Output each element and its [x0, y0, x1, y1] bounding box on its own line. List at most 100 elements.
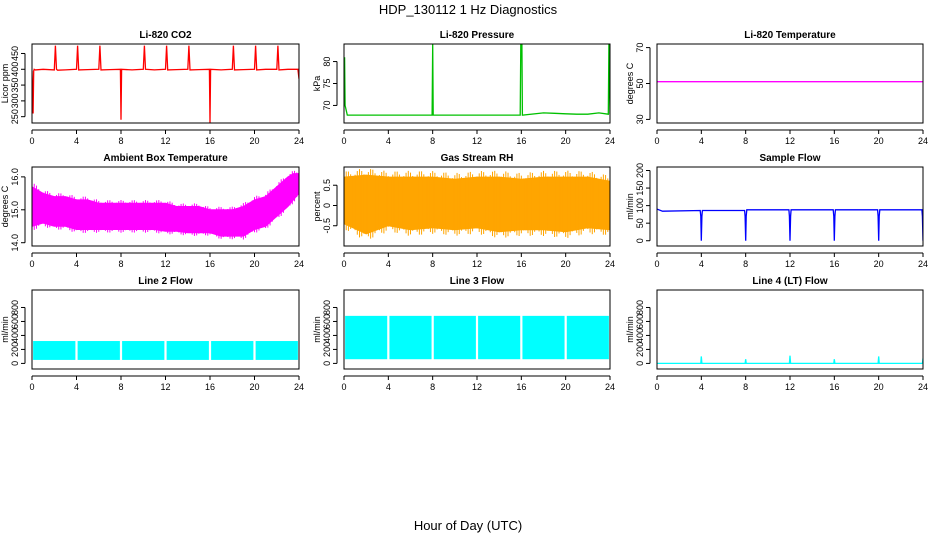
- x-tick-label: 24: [918, 259, 928, 269]
- x-tick-label: 20: [249, 259, 259, 269]
- y-tick-label: 100: [635, 198, 645, 213]
- series-line2: [33, 341, 298, 360]
- x-tick-label: 16: [829, 259, 839, 269]
- x-tick-label: 4: [699, 136, 704, 146]
- y-tick-label: 50: [635, 218, 645, 228]
- y-tick-label: 600: [10, 314, 20, 329]
- y-axis-label: ml/min: [312, 316, 322, 343]
- y-tick-label: 0.5: [322, 179, 332, 192]
- y-tick-label: 800: [635, 300, 645, 315]
- x-tick-label: 8: [430, 136, 435, 146]
- x-tick-label: 8: [430, 382, 435, 392]
- y-tick-label: 200: [10, 342, 20, 357]
- x-tick-label: 0: [341, 382, 346, 392]
- x-tick-label: 20: [561, 136, 571, 146]
- x-tick-label: 16: [829, 136, 839, 146]
- figure-title: HDP_130112 1 Hz Diagnostics: [378, 2, 558, 17]
- x-tick-label: 16: [205, 259, 215, 269]
- x-tick-label: 20: [561, 382, 571, 392]
- x-tick-label: 24: [918, 382, 928, 392]
- x-tick-label: 0: [654, 136, 659, 146]
- y-tick-label: 350: [10, 78, 20, 93]
- y-tick-label: -0.5: [322, 218, 332, 234]
- panel-frame: [31, 166, 300, 247]
- x-tick-label: 16: [516, 259, 526, 269]
- x-tick-label: 20: [249, 136, 259, 146]
- x-tick-label: 4: [386, 382, 391, 392]
- panel-line3: Line 3 Flow 0 4 8 12 16 20 24 0 200400600800ml/mi…: [312, 276, 615, 392]
- panel-sample_flow: Sample Flow 0 4 8 12 16 20 24 0 50 100 150 200 ml/min: [625, 153, 928, 269]
- panel-title: Ambient Box Temperature: [103, 153, 228, 164]
- panel-title: Li-820 Temperature: [744, 30, 836, 41]
- y-tick-label: 450: [10, 46, 20, 61]
- x-tick-label: 8: [118, 259, 123, 269]
- series-sample_flow: [657, 208, 923, 241]
- x-tick-label: 0: [29, 259, 34, 269]
- x-tick-label: 20: [249, 382, 259, 392]
- x-tick-label: 4: [74, 136, 79, 146]
- panel-line2: Line 2 Flow 0 4 8 12 16 20 24 0 200400600800ml/mi…: [0, 276, 304, 392]
- series-co2: [32, 45, 299, 123]
- x-tick-label: 24: [605, 136, 615, 146]
- x-tick-label: 0: [29, 382, 34, 392]
- y-tick-label: 70: [322, 100, 332, 110]
- series-line: [657, 208, 923, 241]
- y-tick-label: 600: [635, 314, 645, 329]
- panel-frame: [656, 43, 924, 124]
- x-tick-label: 8: [743, 136, 748, 146]
- y-axis-label: ml/min: [0, 316, 10, 343]
- series-block: [522, 315, 565, 360]
- panel-frame: [343, 43, 611, 124]
- series-block: [433, 315, 476, 360]
- x-tick-label: 16: [205, 382, 215, 392]
- series-block: [389, 315, 432, 360]
- x-tick-label: 16: [516, 382, 526, 392]
- x-tick-label: 24: [918, 136, 928, 146]
- series-block: [122, 341, 165, 360]
- panel-line4: Line 4 (LT) Flow 0 4 8 12 16 20 24 0 200400600800…: [625, 276, 928, 392]
- x-tick-label: 0: [29, 136, 34, 146]
- x-tick-label: 24: [294, 259, 304, 269]
- series-line4: [657, 355, 923, 365]
- x-tick-label: 12: [472, 136, 482, 146]
- x-tick-label: 8: [118, 136, 123, 146]
- series-block: [166, 341, 209, 360]
- x-tick-label: 24: [294, 136, 304, 146]
- x-tick-label: 12: [472, 382, 482, 392]
- y-tick-label: 30: [635, 114, 645, 124]
- panel-frame: [343, 289, 611, 370]
- series-block: [478, 315, 521, 360]
- panel-frame: [656, 166, 924, 247]
- series-block: [77, 341, 120, 360]
- x-tick-label: 12: [785, 136, 795, 146]
- panel-title: Line 2 Flow: [138, 276, 193, 287]
- x-tick-label: 4: [386, 136, 391, 146]
- y-tick-label: 250: [10, 109, 20, 124]
- y-tick-label: 200: [635, 342, 645, 357]
- series-line: [32, 45, 299, 123]
- panel-title: Line 4 (LT) Flow: [752, 276, 828, 287]
- panel-title: Gas Stream RH: [441, 153, 514, 164]
- panel-title: Li-820 Pressure: [440, 30, 515, 41]
- y-axis-label: degrees C: [625, 62, 635, 104]
- y-tick-label: 400: [10, 328, 20, 343]
- x-tick-label: 8: [118, 382, 123, 392]
- panel-frame: [31, 43, 300, 124]
- x-tick-label: 16: [516, 136, 526, 146]
- y-tick-label: 200: [635, 163, 645, 178]
- x-tick-label: 0: [654, 382, 659, 392]
- y-tick-label: 800: [10, 300, 20, 315]
- y-tick-label: 0: [322, 203, 332, 208]
- x-tick-label: 12: [472, 259, 482, 269]
- y-tick-label: 800: [322, 300, 332, 315]
- y-tick-label: 15.0: [10, 201, 20, 219]
- panel-title: Line 3 Flow: [450, 276, 505, 287]
- x-tick-label: 4: [74, 382, 79, 392]
- x-tick-label: 0: [341, 136, 346, 146]
- y-tick-label: 200: [322, 342, 332, 357]
- x-tick-label: 4: [699, 259, 704, 269]
- panel-frame: [31, 289, 300, 370]
